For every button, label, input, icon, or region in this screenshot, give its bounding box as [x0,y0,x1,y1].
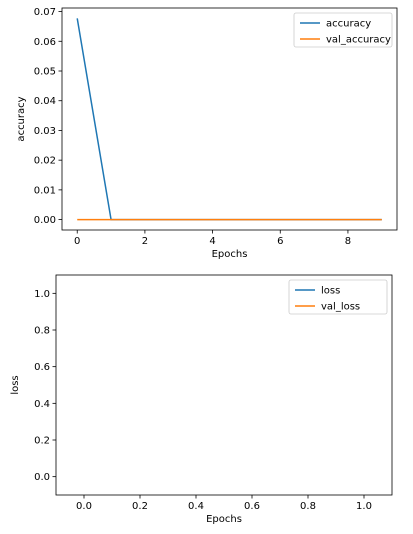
y-tick-label: 1.0 [34,289,50,300]
y-tick-label: 0.0 [34,472,50,483]
x-tick-label: 0.2 [132,501,148,512]
y-tick-label: 0.2 [34,436,50,447]
y-tick-label: 0.03 [34,126,56,137]
y-tick-label: 0.6 [34,362,50,373]
y-tick-label: 0.01 [34,185,56,196]
plot-frame [55,274,393,496]
y-axis-label: accuracy [16,96,27,141]
chart-2: 0.0 0.2 0.4 0.6 0.8 1.0 0.0 0.2 0.4 0.6 0.8 1.0 Epoc… [10,274,393,525]
x-axis-label: Epochs [206,514,242,525]
x-tick-label: 0.0 [76,501,92,512]
legend: loss val_loss [288,279,388,315]
y-tick-label: 0.4 [34,399,50,410]
series-line-accuracy [76,18,382,221]
x-tick-label: 6 [277,236,283,247]
y-tick-label: 0.02 [34,156,56,167]
y-tick-label: 0.07 [34,7,56,18]
x-tick-label: 0.4 [188,501,204,512]
y-tick-label: 0.8 [34,326,50,337]
y-axis-label: loss [10,375,21,394]
y-tick-label: 0.00 [34,215,56,226]
chart-1: 0 2 4 6 8 0.00 0.01 0.02 0.03 0.04 0.05 0.06 0.07 Epo… [16,7,398,260]
x-tick-label: 0 [74,236,80,247]
y-tick-label: 0.04 [34,96,56,107]
legend-label-val_loss: val_loss [321,302,360,313]
x-tick-label: 0.6 [244,501,260,512]
legend-label-loss: loss [321,286,340,297]
x-tick-label: 8 [345,236,351,247]
plot-frame [61,7,398,231]
x-tick-label: 2 [142,236,148,247]
x-tick-label: 1.0 [356,501,372,512]
x-axis-label: Epochs [212,249,248,260]
legend: accuracy val_accuracy [293,12,393,48]
y-tick-label: 0.05 [34,67,56,78]
x-tick-label: 0.8 [300,501,316,512]
x-tick-label: 4 [209,236,215,247]
legend-label-val_accuracy: val_accuracy [326,35,391,46]
legend-label-accuracy: accuracy [326,19,371,30]
y-tick-label: 0.06 [34,37,56,48]
